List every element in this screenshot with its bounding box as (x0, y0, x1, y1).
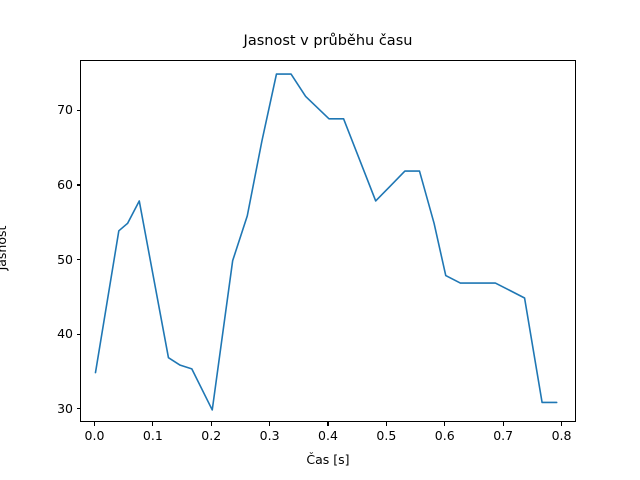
data-series-line (94, 73, 558, 411)
y-tick-label: 60 (57, 177, 73, 193)
x-tick-label: 0.0 (84, 428, 105, 443)
x-tick-mark (560, 422, 563, 426)
x-tick-label: 0.1 (142, 428, 163, 443)
x-tick-mark (269, 422, 271, 426)
y-tick-mark (76, 184, 80, 186)
x-tick-label: 0.4 (318, 428, 338, 443)
x-tick-mark (327, 422, 329, 426)
x-tick-label: 0.7 (493, 428, 514, 443)
y-axis-label: Jasnost (0, 225, 9, 271)
y-axis-ticks: 30 40 50 60 70 (40, 60, 80, 422)
x-tick-label: 0.6 (434, 428, 455, 443)
y-tick-label: 70 (57, 102, 73, 118)
x-tick-label: 0.3 (259, 428, 280, 443)
y-tick-label: 50 (57, 251, 73, 267)
x-tick-mark (93, 422, 96, 426)
y-tick-mark (76, 109, 80, 111)
plot-area (80, 60, 576, 422)
x-tick-label: 0.8 (551, 428, 572, 443)
x-tick-mark (502, 422, 504, 426)
x-tick-mark (444, 422, 446, 426)
x-tick-mark (210, 422, 212, 426)
x-axis-ticks: 0.0 0.1 0.2 0.3 0.4 0.5 0.6 0.7 0.8 (80, 422, 576, 448)
chart-title: Jasnost v průběhu času (243, 33, 413, 49)
y-tick-label: 40 (57, 326, 73, 342)
x-tick-mark (385, 422, 387, 426)
x-tick-label: 0.5 (376, 428, 397, 443)
x-axis-label: Čas [s] (306, 452, 350, 467)
x-tick-label: 0.2 (201, 428, 222, 443)
y-tick-mark (76, 333, 80, 335)
line-plot (94, 73, 558, 411)
y-tick-label: 30 (57, 400, 73, 416)
x-tick-mark (152, 422, 154, 426)
y-tick-mark (76, 259, 80, 261)
y-tick-mark (76, 408, 80, 410)
